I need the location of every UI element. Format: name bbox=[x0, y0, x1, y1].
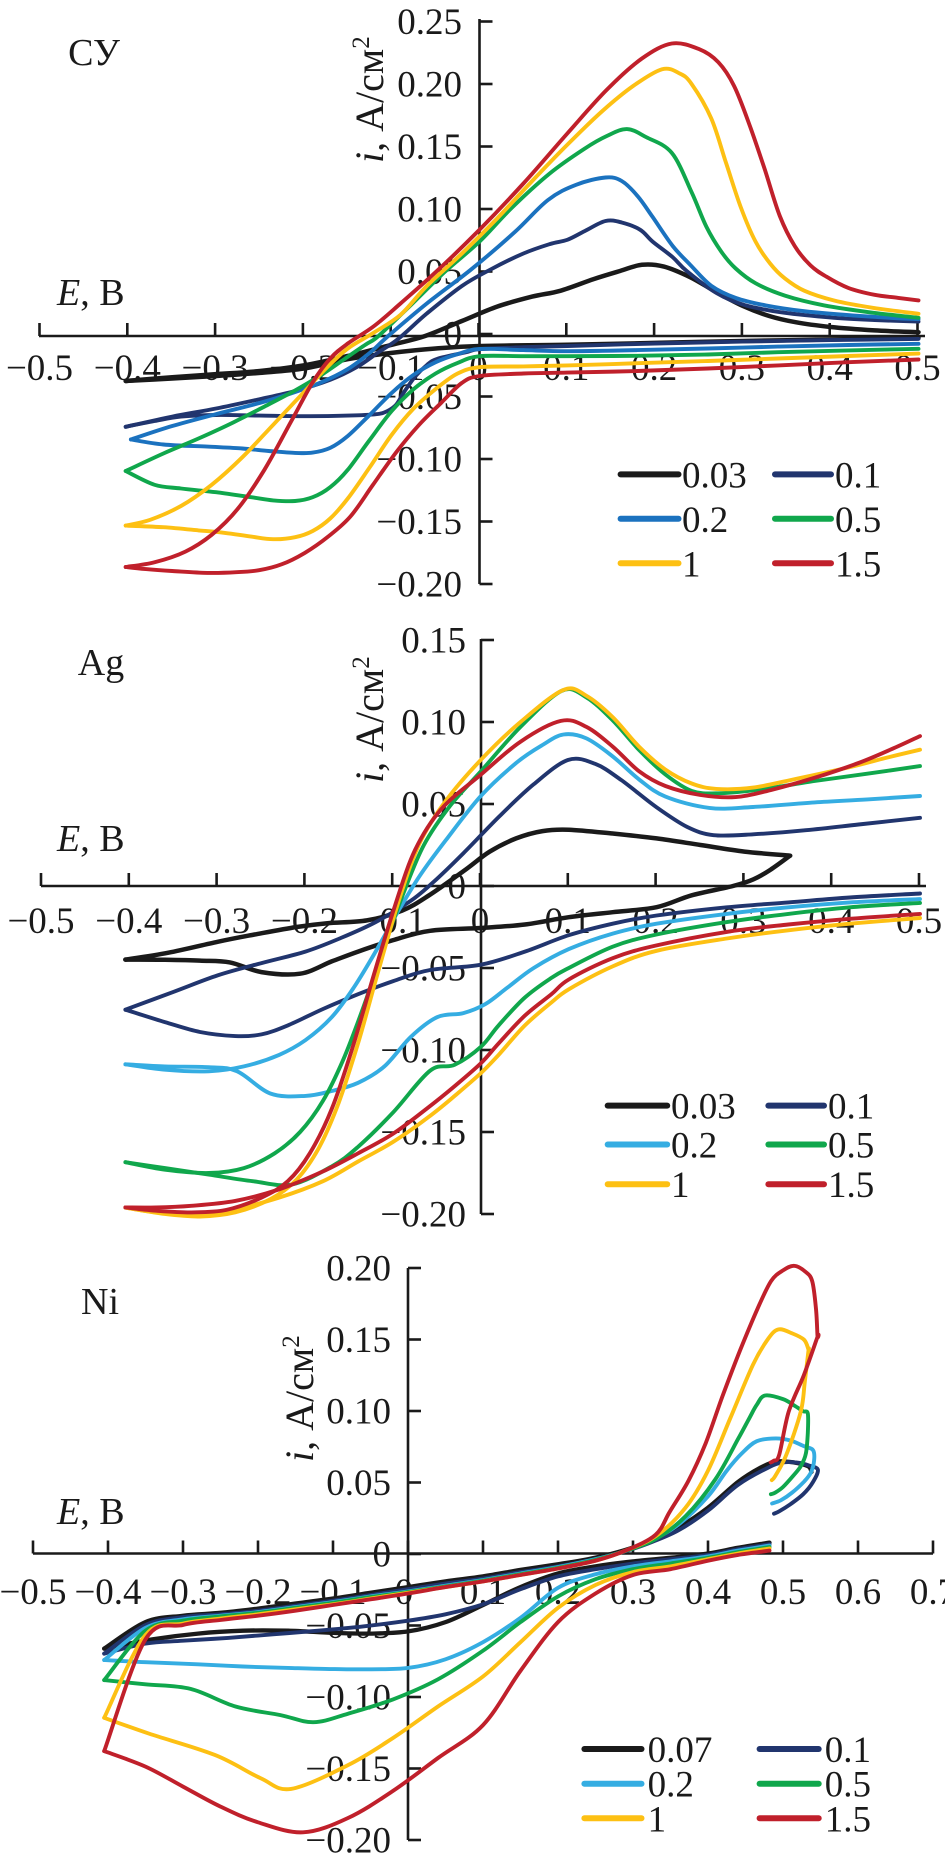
svg-text:−0.20: −0.20 bbox=[305, 1821, 391, 1862]
svg-text:0: 0 bbox=[471, 901, 490, 942]
svg-text:E, В: E, В bbox=[56, 818, 125, 860]
svg-text:0.25: 0.25 bbox=[397, 2, 462, 43]
svg-text:1: 1 bbox=[682, 544, 701, 585]
svg-text:i, А/см2: i, А/см2 bbox=[277, 1335, 322, 1462]
svg-text:0.20: 0.20 bbox=[397, 65, 462, 106]
svg-text:0.20: 0.20 bbox=[326, 1249, 391, 1290]
svg-text:0.15: 0.15 bbox=[401, 621, 466, 662]
svg-text:0.03: 0.03 bbox=[682, 455, 747, 496]
svg-text:0.2: 0.2 bbox=[648, 1765, 694, 1806]
svg-text:0.2: 0.2 bbox=[671, 1126, 717, 1167]
svg-text:0.1: 0.1 bbox=[835, 455, 881, 496]
svg-text:1: 1 bbox=[648, 1799, 667, 1840]
svg-text:0.5: 0.5 bbox=[835, 500, 881, 541]
svg-text:E, В: E, В bbox=[56, 272, 125, 314]
svg-text:1.5: 1.5 bbox=[825, 1799, 871, 1840]
svg-text:−0.15: −0.15 bbox=[305, 1749, 391, 1790]
svg-text:−0.5: −0.5 bbox=[0, 1572, 67, 1613]
svg-text:−0.3: −0.3 bbox=[182, 348, 249, 389]
svg-text:1: 1 bbox=[671, 1165, 690, 1206]
svg-text:−0.15: −0.15 bbox=[376, 502, 462, 543]
svg-text:0.15: 0.15 bbox=[397, 127, 462, 168]
svg-text:0.07: 0.07 bbox=[648, 1730, 713, 1771]
svg-text:0.3: 0.3 bbox=[610, 1572, 656, 1613]
svg-text:Ni: Ni bbox=[81, 1281, 119, 1323]
svg-text:0.4: 0.4 bbox=[685, 1572, 731, 1613]
svg-text:0.10: 0.10 bbox=[401, 703, 466, 744]
svg-text:−0.5: −0.5 bbox=[6, 348, 73, 389]
svg-text:0.03: 0.03 bbox=[671, 1087, 736, 1128]
svg-text:0.5: 0.5 bbox=[896, 901, 942, 942]
svg-text:−0.20: −0.20 bbox=[376, 565, 462, 606]
svg-text:0.5: 0.5 bbox=[825, 1765, 871, 1806]
svg-text:СУ: СУ bbox=[68, 32, 120, 74]
svg-text:−0.3: −0.3 bbox=[149, 1572, 216, 1613]
svg-text:−0.20: −0.20 bbox=[380, 1195, 466, 1236]
svg-text:0.7: 0.7 bbox=[910, 1572, 945, 1613]
svg-text:−0.5: −0.5 bbox=[7, 901, 74, 942]
svg-text:E, В: E, В bbox=[56, 1491, 125, 1533]
svg-text:0.05: 0.05 bbox=[326, 1463, 391, 1504]
svg-text:0.10: 0.10 bbox=[326, 1392, 391, 1433]
svg-text:1.5: 1.5 bbox=[828, 1165, 874, 1206]
svg-text:0.1: 0.1 bbox=[825, 1730, 871, 1771]
svg-text:−0.4: −0.4 bbox=[95, 901, 162, 942]
svg-text:0.1: 0.1 bbox=[543, 348, 589, 389]
svg-text:0: 0 bbox=[373, 1535, 392, 1576]
svg-text:0.15: 0.15 bbox=[326, 1320, 391, 1361]
svg-text:1.5: 1.5 bbox=[835, 544, 881, 585]
svg-text:−0.4: −0.4 bbox=[74, 1572, 141, 1613]
svg-text:0.2: 0.2 bbox=[682, 500, 728, 541]
svg-text:0.1: 0.1 bbox=[828, 1087, 874, 1128]
svg-text:0.10: 0.10 bbox=[397, 190, 462, 231]
svg-text:0.5: 0.5 bbox=[760, 1572, 806, 1613]
svg-text:i, А/см2: i, А/см2 bbox=[347, 36, 392, 163]
svg-text:Ag: Ag bbox=[78, 642, 124, 684]
svg-text:0.5: 0.5 bbox=[828, 1126, 874, 1167]
svg-text:i, А/см2: i, А/см2 bbox=[347, 656, 392, 783]
svg-text:0.6: 0.6 bbox=[835, 1572, 881, 1613]
